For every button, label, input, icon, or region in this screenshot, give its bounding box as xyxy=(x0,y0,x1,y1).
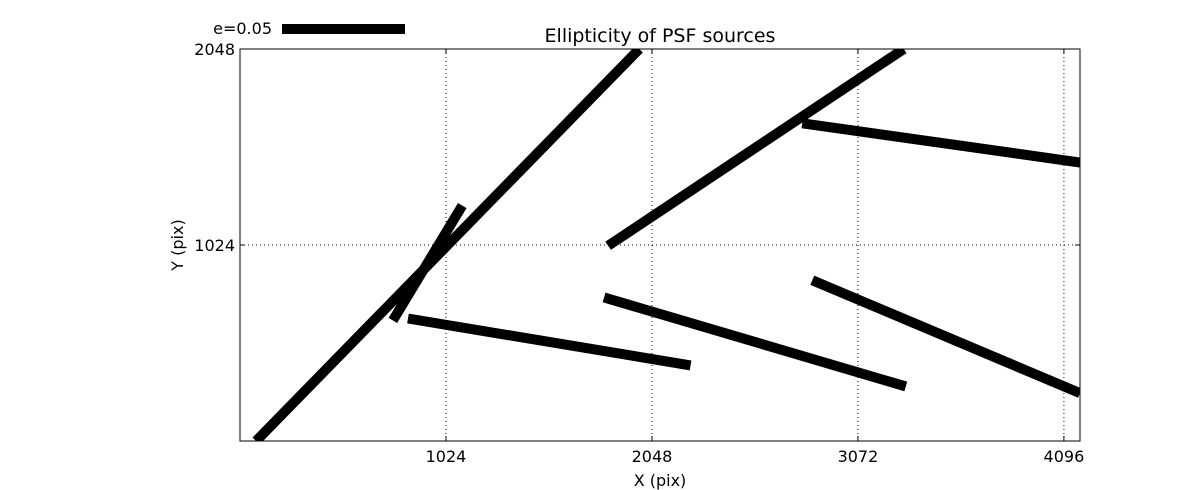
ticks xyxy=(240,48,1080,442)
y-tick-labels: 1024 2048 xyxy=(194,40,235,255)
ellipticity-segment xyxy=(407,313,692,371)
y-tick-label: 2048 xyxy=(194,40,235,59)
ellipticity-segment xyxy=(605,49,907,250)
ellipticity-segment xyxy=(252,49,643,441)
y-axis-label: Y (pix) xyxy=(168,219,187,271)
x-axis-label: X (pix) xyxy=(634,471,687,490)
ellipticity-segment xyxy=(810,275,1080,398)
x-tick-label: 3072 xyxy=(838,447,879,466)
x-tick-label: 2048 xyxy=(632,447,673,466)
x-tick-label: 4096 xyxy=(1044,447,1085,466)
ellipticity-segment xyxy=(388,202,467,323)
ellipticity-segments xyxy=(252,49,1080,441)
chart-title: Ellipticity of PSF sources xyxy=(545,25,776,47)
x-tick-label: 1024 xyxy=(426,447,467,466)
ellipticity-segment xyxy=(801,118,1080,168)
grid xyxy=(240,49,1080,441)
legend-label: e=0.05 xyxy=(213,19,272,38)
x-tick-labels: 1024 2048 3072 4096 xyxy=(426,447,1085,466)
ellipticity-segment xyxy=(602,292,908,392)
y-tick-label: 1024 xyxy=(194,236,235,255)
